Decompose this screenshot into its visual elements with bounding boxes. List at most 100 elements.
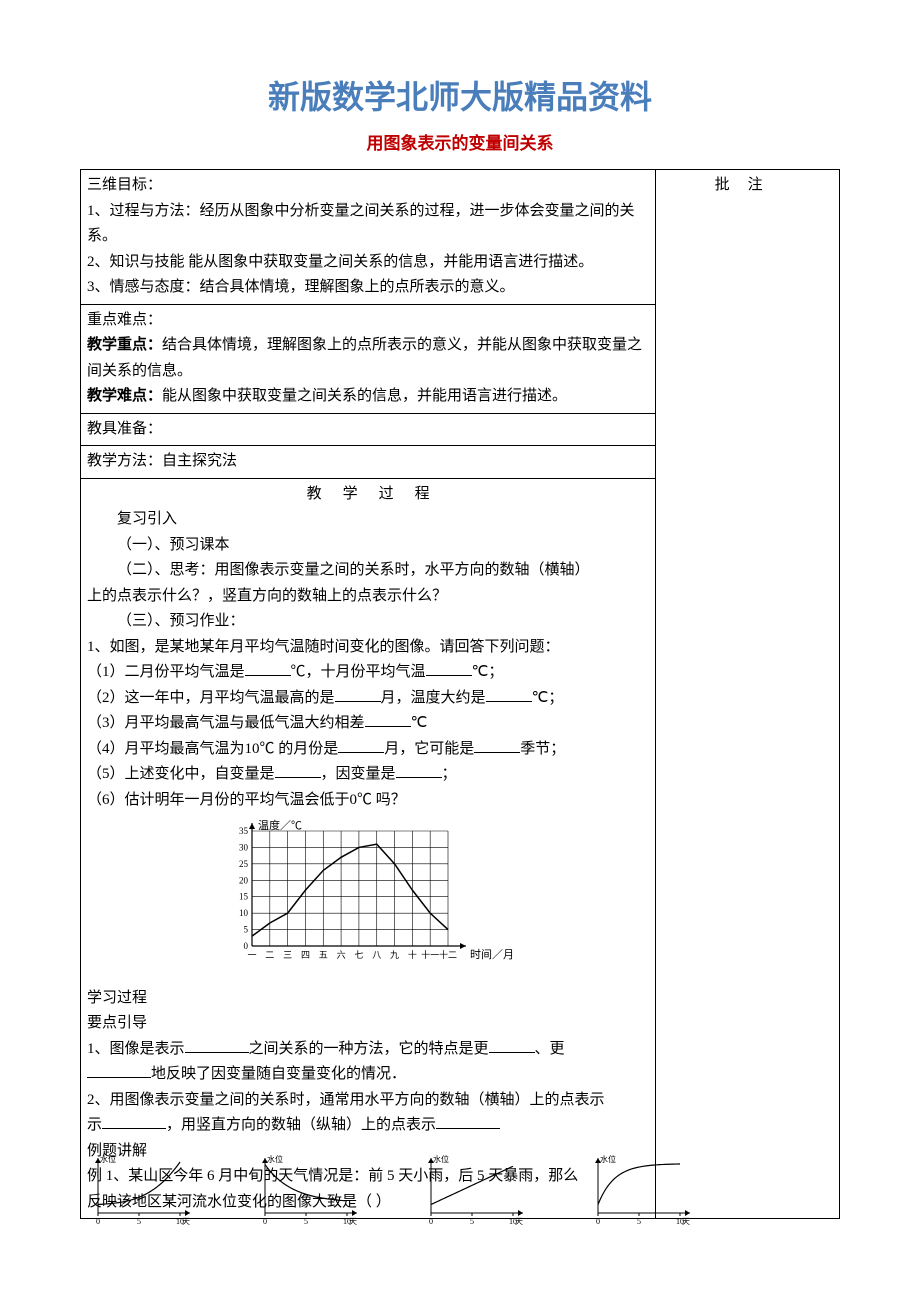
svg-text:温度／℃: 温度／℃ [258, 818, 302, 832]
svg-text:10: 10 [239, 908, 249, 918]
objective-1: 1、过程与方法：经历从图象中分析变量之间关系的过程，进一步体会变量之间的关系。 [87, 199, 649, 250]
blank [185, 1037, 249, 1053]
svg-text:0: 0 [429, 1217, 433, 1226]
blank [396, 762, 442, 778]
svg-text:五: 五 [319, 950, 328, 960]
keypoints-cell: 重点难点： 教学重点：结合具体情境，理解图象上的点所表示的意义，并能从图象中获取… [81, 304, 656, 413]
q3b: ℃ [411, 715, 428, 731]
svg-text:四: 四 [301, 950, 310, 960]
points-header: 要点引导 [87, 1011, 649, 1037]
svg-text:5: 5 [304, 1217, 308, 1226]
lesson-table: 三维目标： 1、过程与方法：经历从图象中分析变量之间关系的过程，进一步体会变量之… [80, 169, 840, 1219]
difficulty-text: 能从图象中获取变量之间关系的信息，并能用语言进行描述。 [162, 388, 567, 404]
svg-text:5: 5 [244, 925, 249, 935]
svg-text:十: 十 [408, 949, 417, 960]
notes-column: 批注 [656, 170, 840, 1219]
p1c: 、更 [535, 1041, 565, 1057]
svg-text:六: 六 [337, 949, 346, 960]
svg-text:二: 二 [265, 950, 274, 960]
objective-3: 3、情感与态度：结合具体情境，理解图象上的点所表示的意义。 [87, 275, 649, 301]
q1c: ℃； [472, 664, 504, 680]
objectives-cell: 三维目标： 1、过程与方法：经历从图象中分析变量之间关系的过程，进一步体会变量之… [81, 170, 656, 305]
svg-text:天: 天 [515, 1217, 523, 1226]
svg-text:5: 5 [137, 1217, 141, 1226]
difficulty-label: 教学难点： [87, 388, 162, 404]
svg-text:七: 七 [355, 950, 364, 960]
svg-text:水位: 水位 [433, 1154, 449, 1164]
emphasis-text: 结合具体情境，理解图象上的点所表示的意义，并能从图象中获取变量之间关系的信息。 [87, 337, 642, 379]
point-1: 1、图像是表示 之间关系的一种方法，它的特点是更 、更 地反映了因变量随自变量变化的… [87, 1037, 649, 1088]
difficulty-line: 教学难点：能从图象中获取变量之间关系的信息，并能用语言进行描述。 [87, 384, 649, 410]
p1b: 之间关系的一种方法，它的特点是更 [249, 1041, 489, 1057]
emphasis-label: 教学重点： [87, 337, 162, 353]
blank [474, 737, 520, 753]
blank [275, 762, 321, 778]
svg-text:三: 三 [283, 950, 292, 960]
prep-cell: 教具准备： [81, 413, 656, 446]
q5a: （5）上述变化中，自变量是 [87, 766, 275, 782]
q4c: 季节； [520, 741, 565, 757]
blank [486, 686, 532, 702]
keypoints-heading: 重点难点： [87, 308, 649, 334]
q1b: ℃，十月份平均气温 [291, 664, 426, 680]
q5b: ，因变量是 [321, 766, 396, 782]
point-2: 2、用图像表示变量之间的关系时，通常用水平方向的数轴（横轴）上的点表示 示，用竖… [87, 1088, 649, 1139]
q2b: 月，温度大约是 [381, 690, 486, 706]
svg-text:15: 15 [239, 892, 249, 902]
q3: （3）月平均最高气温与最低气温大约相差 ℃ [87, 711, 649, 737]
blank [102, 1113, 166, 1129]
page-title-main: 新版数学北师大版精品资料 [80, 70, 840, 124]
think-line-a: （二）、思考：用图像表示变量之间的关系时，水平方向的数轴（横轴） [87, 558, 649, 584]
p1a: 1、图像是表示 [87, 1041, 185, 1057]
q2: （2）这一年中，月平均气温最高的是 月，温度大约是 ℃； [87, 686, 649, 712]
blank [87, 1062, 151, 1078]
p1d: 地反映了因变量随自变量变化的情况． [151, 1066, 406, 1082]
page-title-sub: 用图象表示的变量间关系 [80, 130, 840, 159]
svg-text:时间／月: 时间／月 [470, 948, 514, 961]
svg-text:九: 九 [390, 950, 399, 960]
method-cell: 教学方法：自主探究法 [81, 446, 656, 479]
svg-text:天: 天 [682, 1217, 690, 1226]
q4: （4）月平均最高气温为10℃ 的月份是 月，它可能是 季节； [87, 737, 649, 763]
homework-line: （三）、预习作业： [87, 609, 649, 635]
blank [335, 686, 381, 702]
blank [489, 1037, 535, 1053]
mini-charts-row: 0510水位天 0510水位天 0510水位天 0510水位天 [80, 1152, 700, 1227]
blank [245, 660, 291, 676]
process-header: 教学过程 [87, 482, 649, 508]
q3a: （3）月平均最高气温与最低气温大约相差 [87, 715, 365, 731]
svg-text:0: 0 [596, 1217, 600, 1226]
emphasis-line: 教学重点：结合具体情境，理解图象上的点所表示的意义，并能从图象中获取变量之间关系… [87, 333, 649, 384]
q5c: ； [442, 766, 457, 782]
process-cell: 教学过程 复习引入 （一）、预习课本 （二）、思考：用图像表示变量之间的关系时，… [81, 478, 656, 1219]
svg-text:水位: 水位 [100, 1154, 116, 1164]
mini-chart-d: 0510水位天 [580, 1152, 700, 1227]
blank [365, 711, 411, 727]
mini-chart-a: 0510水位天 [80, 1152, 200, 1227]
study-header: 学习过程 [87, 986, 649, 1012]
objective-2: 2、知识与技能 能从图象中获取变量之间关系的信息，并能用语言进行描述。 [87, 250, 649, 276]
p2b: ，用竖直方向的数轴（纵轴）上的点表示 [166, 1117, 436, 1133]
q1: （1）二月份平均气温是℃，十月份平均气温℃； [87, 660, 649, 686]
temperature-chart: 05101520253035一二三四五六七八九十十一十二温度／℃时间／月 [218, 817, 518, 972]
q4a: （4）月平均最高气温为10℃ 的月份是 [87, 741, 338, 757]
q2c: ℃； [532, 690, 564, 706]
blank [338, 737, 384, 753]
q4b: 月，它可能是 [384, 741, 474, 757]
q2a: （2）这一年中，月平均气温最高的是 [87, 690, 335, 706]
svg-text:水位: 水位 [267, 1154, 283, 1164]
svg-text:25: 25 [239, 859, 249, 869]
objectives-heading: 三维目标： [87, 173, 649, 199]
p2a: 2、用图像表示变量之间的关系时，通常用水平方向的数轴（横轴）上的点表示 [87, 1092, 605, 1108]
mini-chart-b: 0510水位天 [247, 1152, 367, 1227]
svg-text:30: 30 [239, 843, 249, 853]
blank [436, 1113, 500, 1129]
svg-text:35: 35 [239, 826, 249, 836]
mini-chart-c: 0510水位天 [413, 1152, 533, 1227]
svg-text:十二: 十二 [439, 949, 457, 960]
svg-text:0: 0 [263, 1217, 267, 1226]
svg-text:5: 5 [470, 1217, 474, 1226]
q5: （5）上述变化中，自变量是 ，因变量是 ； [87, 762, 649, 788]
think-line-b: 上的点表示什么？，竖直方向的数轴上的点表示什么？ [87, 584, 649, 610]
svg-text:5: 5 [637, 1217, 641, 1226]
